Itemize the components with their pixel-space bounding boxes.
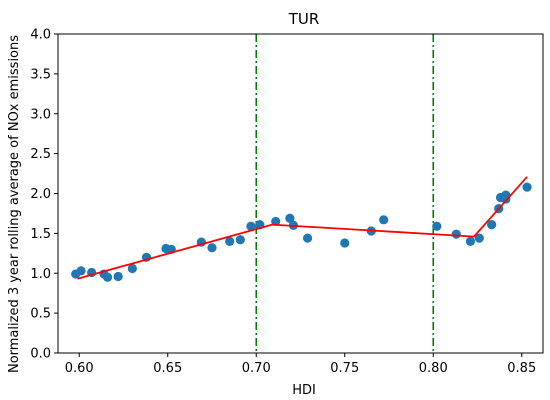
chart-title: TUR xyxy=(288,10,320,28)
data-point-13 xyxy=(225,236,235,246)
y-tick-label-5: 2.0 xyxy=(30,187,51,202)
data-point-24 xyxy=(432,221,442,231)
data-point-33 xyxy=(522,182,532,192)
data-point-20 xyxy=(302,233,313,243)
data-point-12 xyxy=(207,243,217,253)
data-point-21 xyxy=(340,238,350,248)
data-point-32 xyxy=(501,194,511,204)
plot-frame xyxy=(57,33,544,354)
x-axis-label: HDI xyxy=(292,383,316,398)
data-point-5 xyxy=(102,272,113,282)
y-axis-label: Normalized 3 year rolling average of NOx… xyxy=(7,35,22,373)
data-point-18 xyxy=(285,213,295,223)
y-tick-label-9: 4.0 xyxy=(30,28,51,43)
x-tick-label-4: 0.75 xyxy=(330,361,359,376)
x-tick-label-6: 0.85 xyxy=(507,361,536,376)
y-tick-label-8: 3.5 xyxy=(30,67,51,82)
y-tick-label-4: 1.5 xyxy=(30,227,51,242)
data-point-27 xyxy=(474,233,484,243)
data-point-2 xyxy=(76,266,86,276)
data-point-6 xyxy=(113,271,123,282)
x-tick-label-5: 0.80 xyxy=(419,361,448,376)
y-tick-label-7: 3.0 xyxy=(30,107,51,122)
data-point-25 xyxy=(451,229,461,239)
data-point-17 xyxy=(271,216,281,227)
x-tick-label-1: 0.60 xyxy=(65,361,94,376)
y-tick-label-1: 0.0 xyxy=(30,347,51,362)
data-point-7 xyxy=(127,263,137,274)
x-tick-label-2: 0.65 xyxy=(153,361,182,376)
y-tick-label-2: 0.5 xyxy=(30,307,51,322)
data-point-28 xyxy=(487,220,497,230)
fit-line xyxy=(77,176,528,280)
data-point-15 xyxy=(246,221,256,231)
y-tick-label-3: 1.0 xyxy=(30,267,51,282)
data-point-23 xyxy=(379,215,389,225)
data-point-26 xyxy=(465,236,476,246)
x-tick-label-3: 0.70 xyxy=(242,361,271,376)
y-tick-label-6: 2.5 xyxy=(30,147,51,162)
data-point-14 xyxy=(235,235,245,245)
